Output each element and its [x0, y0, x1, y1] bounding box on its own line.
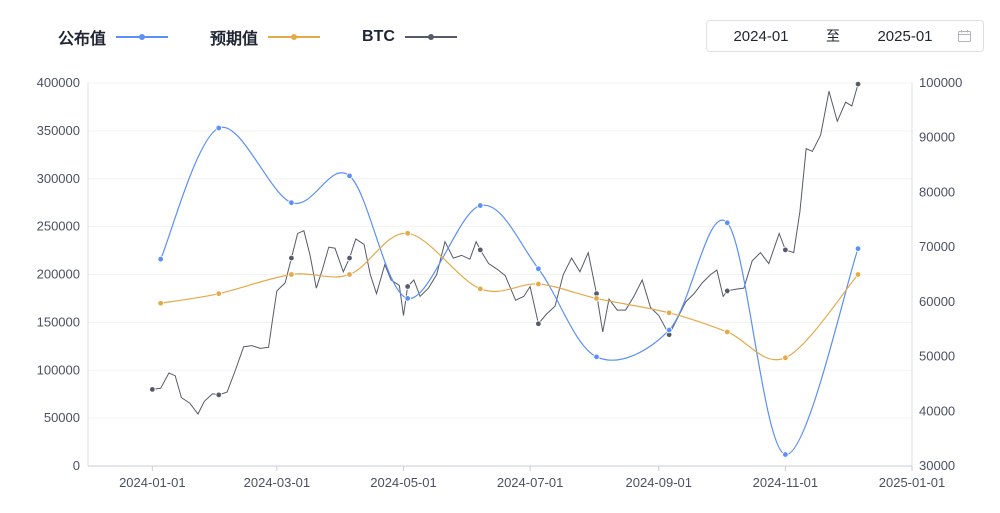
y-left-tick-label: 0: [73, 458, 80, 473]
data-point-published: [535, 265, 542, 272]
y-left-tick-label: 100000: [37, 362, 80, 377]
data-point-expected: [854, 271, 862, 278]
y-right-tick-label: 90000: [919, 130, 955, 145]
legend-swatch-expected: [268, 34, 321, 40]
data-point-btc: [854, 80, 862, 88]
data-point-published: [782, 451, 789, 458]
series-line-expected: [160, 232, 859, 361]
legend-swatch-published: [116, 34, 169, 40]
data-point-published: [665, 326, 673, 334]
y-left-tick-label: 50000: [44, 410, 80, 425]
calendar-icon[interactable]: [958, 30, 971, 42]
y-left-tick-label: 350000: [37, 123, 80, 138]
data-point-btc: [215, 391, 222, 399]
data-point-expected: [157, 300, 164, 307]
y-right-tick-label: 40000: [919, 403, 955, 418]
x-tick-label: 2024-07-01: [497, 475, 564, 490]
legend-item-expected[interactable]: 预期值: [210, 25, 321, 49]
data-point-btc: [404, 283, 411, 290]
data-point-btc: [535, 320, 542, 327]
x-tick-label: 2024-01-01: [119, 475, 186, 490]
data-point-expected: [724, 328, 731, 336]
x-tick-label: 2025-01-01: [879, 475, 946, 490]
y-left-tick-label: 400000: [37, 75, 80, 90]
x-tick-label: 2024-05-01: [370, 475, 437, 490]
data-point-published: [346, 172, 353, 180]
y-left-tick-label: 150000: [37, 314, 80, 329]
y-right-tick-label: 30000: [919, 458, 955, 473]
legend-swatch-btc: [404, 34, 457, 40]
data-point-expected: [782, 354, 789, 362]
range-start-input[interactable]: [707, 26, 815, 46]
legend-label-published: 公布值: [58, 31, 107, 48]
data-point-expected: [215, 290, 222, 297]
y-right-tick-label: 100000: [919, 75, 962, 90]
data-point-expected: [665, 309, 673, 316]
y-right-tick-label: 50000: [919, 349, 955, 364]
data-point-expected: [404, 230, 411, 237]
y-left-tick-label: 250000: [37, 219, 80, 234]
data-point-published: [157, 255, 164, 263]
data-point-btc: [346, 254, 353, 262]
data-point-published: [477, 202, 484, 209]
y-right-tick-label: 60000: [919, 294, 955, 309]
data-point-expected: [477, 285, 484, 293]
data-point-published: [854, 245, 862, 252]
x-tick-label: 2024-09-01: [626, 475, 693, 490]
data-point-btc: [782, 246, 789, 254]
range-separator: 至: [826, 28, 840, 44]
data-point-btc: [724, 287, 731, 295]
legend-label-expected: 预期值: [210, 31, 259, 48]
y-left-tick-label: 200000: [37, 267, 80, 282]
legend-label-btc: BTC: [362, 28, 395, 45]
data-point-expected: [288, 271, 295, 278]
data-point-published: [404, 295, 411, 302]
y-left-tick-label: 300000: [37, 171, 80, 186]
y-right-tick-label: 70000: [919, 239, 955, 254]
date-range-picker[interactable]: 至: [706, 20, 984, 52]
x-tick-label: 2024-11-01: [753, 475, 819, 490]
data-point-published: [288, 199, 295, 206]
data-point-expected: [346, 271, 353, 278]
legend-item-btc[interactable]: BTC: [362, 28, 457, 46]
data-point-published: [593, 353, 600, 361]
data-point-published: [724, 219, 731, 226]
data-point-published: [215, 124, 222, 132]
legend-item-published[interactable]: 公布值: [58, 25, 169, 49]
data-point-expected: [593, 295, 600, 302]
data-point-btc: [149, 386, 156, 393]
chart-legend: 公布值 预期值 BTC: [58, 24, 499, 50]
y-right-tick-label: 80000: [919, 184, 955, 199]
data-point-btc: [288, 254, 295, 262]
series-line-published: [160, 126, 859, 456]
range-end-input[interactable]: [851, 26, 959, 46]
series-line-btc: [152, 83, 859, 415]
x-tick-label: 2024-03-01: [244, 475, 311, 490]
data-point-btc: [477, 246, 484, 254]
data-point-expected: [535, 280, 542, 288]
